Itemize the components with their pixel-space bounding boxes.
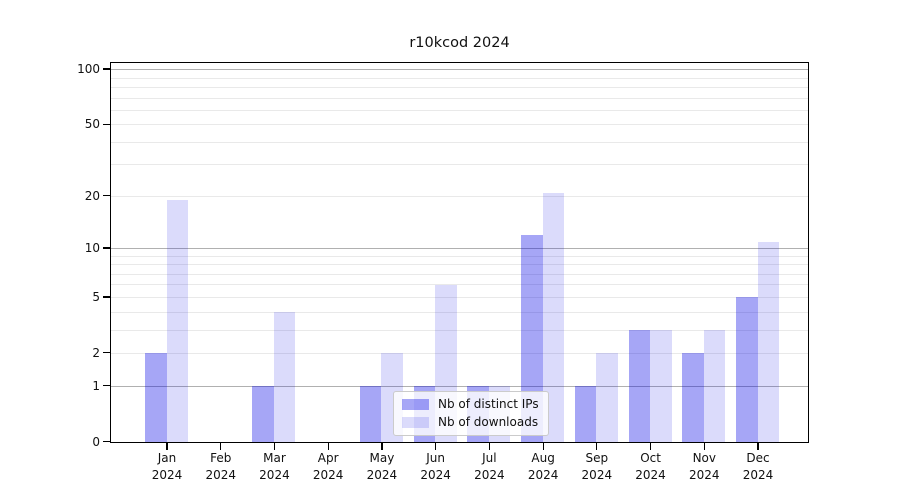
legend-label-distinct-ips: Nb of distinct IPs xyxy=(438,397,539,411)
legend-item-distinct-ips: Nb of distinct IPs xyxy=(402,397,539,411)
legend-swatch-distinct-ips xyxy=(402,398,429,410)
bar-distinct-ips xyxy=(359,386,382,442)
y-axis-tick-label: 0 xyxy=(92,434,100,449)
gridline-minor xyxy=(111,255,808,257)
x-tick-mark xyxy=(435,443,437,450)
x-axis-tick-label: Oct 2024 xyxy=(635,451,666,482)
y-tick-mark xyxy=(103,68,110,70)
legend-label-downloads: Nb of downloads xyxy=(438,415,539,429)
x-axis-tick-label: Dec 2024 xyxy=(742,451,774,482)
x-tick-mark xyxy=(488,443,490,450)
bar-distinct-ips xyxy=(628,330,651,442)
bar-downloads xyxy=(596,353,618,442)
gridline-minor xyxy=(111,352,808,354)
x-axis-tick-label: Jun 2024 xyxy=(420,451,451,482)
legend: Nb of distinct IPs Nb of downloads xyxy=(393,391,549,436)
x-axis-tick-label: Sep 2024 xyxy=(581,451,613,482)
bar-distinct-ips xyxy=(252,386,274,442)
legend-item-downloads: Nb of downloads xyxy=(402,415,539,429)
x-axis-tick-label: Mar 2024 xyxy=(259,451,290,482)
y-tick-mark xyxy=(103,384,110,387)
bar-downloads xyxy=(703,330,726,442)
y-tick-mark xyxy=(103,195,110,197)
plot-area xyxy=(110,62,809,443)
y-tick-mark xyxy=(103,296,110,298)
gridline-minor xyxy=(111,164,808,166)
gridline-minor xyxy=(111,264,808,266)
bar-distinct-ips xyxy=(574,386,597,442)
gridline-minor xyxy=(111,296,808,298)
x-axis-tick-label: Aug 2024 xyxy=(527,451,559,482)
x-tick-mark xyxy=(757,443,759,450)
y-tick-mark xyxy=(103,352,110,354)
y-axis-tick-label: 10 xyxy=(84,241,100,255)
bar-distinct-ips xyxy=(145,353,167,442)
gridline-minor xyxy=(111,329,808,331)
x-tick-mark xyxy=(273,443,276,450)
x-axis-tick-label: Apr 2024 xyxy=(312,451,344,482)
gridline-major xyxy=(111,248,808,250)
gridline-minor xyxy=(111,124,808,126)
y-axis-tick-label: 100 xyxy=(77,62,100,77)
gridline-major xyxy=(111,69,808,71)
bar-distinct-ips xyxy=(736,297,758,442)
gridline-minor xyxy=(111,284,808,286)
x-tick-mark xyxy=(166,443,168,450)
bar-downloads xyxy=(650,330,672,442)
bar-downloads xyxy=(166,200,188,442)
x-axis-tick-label: Jul 2024 xyxy=(474,451,505,482)
y-axis-tick-label: 1 xyxy=(92,378,100,393)
y-axis-tick-label: 5 xyxy=(92,289,100,304)
bar-distinct-ips xyxy=(682,353,704,442)
gridline-minor xyxy=(111,273,808,275)
y-tick-mark xyxy=(103,247,110,249)
bar-downloads xyxy=(542,192,565,442)
gridline-minor xyxy=(111,195,808,197)
gridline-minor xyxy=(111,97,808,99)
y-axis-tick-label: 20 xyxy=(84,188,100,203)
gridline-minor xyxy=(111,141,808,143)
x-axis-tick-label: Jan 2024 xyxy=(151,451,183,482)
gridline-minor xyxy=(111,77,808,79)
x-tick-mark xyxy=(327,443,329,450)
x-tick-mark xyxy=(596,443,598,450)
x-tick-mark xyxy=(381,443,383,450)
gridline-major xyxy=(111,385,808,387)
x-tick-mark xyxy=(542,443,544,450)
bar-distinct-ips xyxy=(521,235,543,442)
y-tick-mark xyxy=(103,440,110,443)
gridline-minor xyxy=(111,311,808,313)
y-axis-tick-label: 50 xyxy=(84,117,100,132)
x-axis-tick-label: Nov 2024 xyxy=(689,451,720,482)
bar-downloads xyxy=(757,241,780,442)
x-tick-mark xyxy=(220,443,222,450)
legend-swatch-downloads xyxy=(402,416,429,428)
gridline-minor xyxy=(111,86,808,88)
x-tick-mark xyxy=(703,443,705,450)
x-tick-mark xyxy=(649,443,652,450)
x-axis-tick-label: Feb 2024 xyxy=(205,451,236,482)
bar-downloads xyxy=(273,312,296,442)
y-tick-mark xyxy=(103,123,110,125)
x-axis-tick-label: May 2024 xyxy=(366,451,398,482)
chart-title: r10kcod 2024 xyxy=(409,35,510,51)
y-axis-tick-label: 2 xyxy=(92,345,100,360)
gridline-minor xyxy=(111,109,808,111)
